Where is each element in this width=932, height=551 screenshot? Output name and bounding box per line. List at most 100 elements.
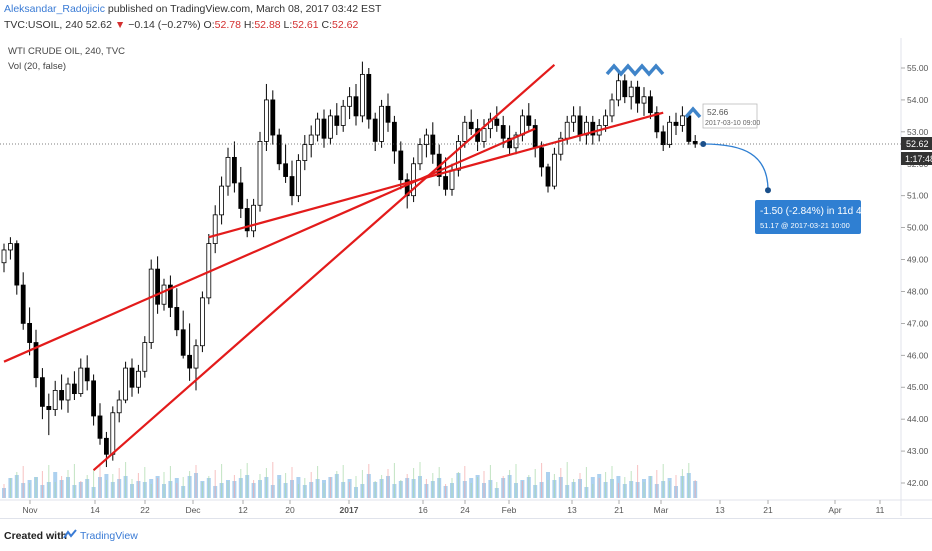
down-arrow-icon: ▼: [114, 19, 126, 31]
volume-spike: [54, 482, 56, 498]
author-link[interactable]: Aleksandar_Radojicic: [4, 3, 105, 15]
candle-body: [219, 185, 225, 216]
candle-body: [295, 160, 301, 197]
volume-spike: [125, 462, 127, 498]
price-tick-label: 42.00: [907, 478, 929, 488]
volume-spike: [118, 468, 120, 498]
tradingview-brand[interactable]: TradingView: [80, 530, 138, 542]
candle-body: [481, 128, 487, 142]
volume-spike: [611, 466, 613, 498]
candle-body: [443, 176, 449, 190]
chart-area[interactable]: WTI CRUDE OIL, 240, TVC Vol (20, false) …: [0, 38, 932, 516]
volume-spike: [323, 483, 325, 498]
volume-spike: [368, 464, 370, 498]
volume-spike: [349, 482, 351, 498]
volume-spike: [317, 466, 319, 498]
candle-body: [494, 118, 500, 126]
last-price: 52.62: [85, 19, 112, 31]
candle-body: [660, 131, 666, 146]
volume-spike: [509, 470, 511, 498]
candle-body: [212, 214, 218, 244]
candle-body: [622, 80, 628, 98]
volume-spike: [169, 466, 171, 498]
candle-body: [334, 115, 340, 126]
volume-spike: [669, 481, 671, 498]
trendlines[interactable]: [3, 63, 664, 472]
volume-spike: [227, 481, 229, 498]
chart-canvas[interactable]: 52.66 2017-03-10 09:00 -1.50 (-2.84%) in…: [0, 38, 932, 516]
candle-body: [609, 99, 615, 117]
pattern-zigzag: [605, 63, 665, 77]
candle-body: [142, 342, 148, 372]
tooltip-price: 52.66: [707, 107, 729, 117]
volume-spike: [573, 479, 575, 498]
series-legend: WTI CRUDE OIL, 240, TVC: [8, 46, 126, 57]
volume-spike: [214, 470, 216, 498]
volume-spike: [73, 464, 75, 498]
volume-spike: [477, 477, 479, 498]
candle-body: [468, 121, 474, 130]
volume-legend: Vol (20, false): [8, 61, 67, 72]
candle-body: [231, 156, 237, 184]
volume-spike: [99, 463, 101, 498]
volume-spike: [630, 471, 632, 498]
head-and-shoulders-pattern[interactable]: [605, 63, 702, 119]
candle-body: [14, 243, 20, 286]
candle-body: [116, 399, 122, 414]
chart-header: Aleksandar_Radojicic published on Tradin…: [0, 0, 932, 38]
candle-body: [635, 86, 640, 104]
candle-body: [59, 390, 64, 401]
projection-end-point[interactable]: [765, 187, 771, 194]
candle-body: [564, 121, 570, 139]
volume-spike: [137, 473, 139, 498]
candle-body: [1, 249, 7, 264]
volume-spike: [541, 463, 543, 498]
candle-body: [238, 182, 244, 209]
candle-body: [129, 367, 135, 388]
projection-box[interactable]: [755, 200, 861, 234]
candle-body: [686, 115, 692, 142]
candle-body: [391, 121, 397, 152]
ohlc-close-value: 52.62: [332, 19, 359, 31]
tooltip-time: 2017-03-10 09:00: [705, 120, 760, 127]
volume-spike: [547, 480, 549, 498]
volume-spike: [329, 477, 331, 498]
footer: Created with TradingView: [0, 518, 932, 551]
candle-body: [155, 268, 161, 305]
candle-body: [667, 121, 672, 146]
candle-body: [283, 163, 289, 177]
candle-body: [199, 297, 205, 347]
candle-body: [33, 342, 39, 379]
candle-body: [366, 73, 372, 120]
symbol-name: TVC:USOIL, 240: [4, 19, 83, 31]
time-tick-label: Mar: [654, 505, 669, 515]
time-tick-label: 11: [876, 505, 885, 515]
candle-body: [648, 96, 653, 114]
price-tick-label: 53.00: [907, 127, 929, 137]
candle-body: [417, 144, 423, 165]
candle-body: [7, 243, 13, 251]
volume-spike: [336, 471, 338, 498]
volume-spike: [566, 462, 568, 498]
projection-change: -1.50 (-2.84%) in 11d 4h: [760, 206, 867, 217]
candle-body: [193, 345, 199, 369]
price-tooltip: [702, 103, 758, 129]
volume-spike: [35, 477, 37, 498]
ohlc-low-key: L:: [283, 19, 293, 31]
projection[interactable]: 52.66 2017-03-10 09:00 -1.50 (-2.84%) in…: [700, 103, 867, 234]
volume-spike: [534, 469, 536, 498]
volume-spike: [662, 464, 664, 498]
volume-spike: [93, 469, 95, 498]
volume-spike: [470, 483, 472, 498]
volume-spike: [649, 476, 651, 498]
ohlc-high-value: 52.88: [254, 19, 281, 31]
volume-spike: [425, 479, 427, 498]
price-tick-label: 51.00: [907, 191, 929, 201]
tradingview-logo-icon[interactable]: [63, 528, 77, 542]
time-tick-label: Nov: [22, 505, 38, 515]
volume-spike: [355, 476, 357, 498]
projection-start-point[interactable]: [700, 140, 707, 147]
volume-spike: [112, 474, 114, 498]
volume-spike: [553, 474, 555, 498]
volume-spike: [297, 484, 299, 498]
